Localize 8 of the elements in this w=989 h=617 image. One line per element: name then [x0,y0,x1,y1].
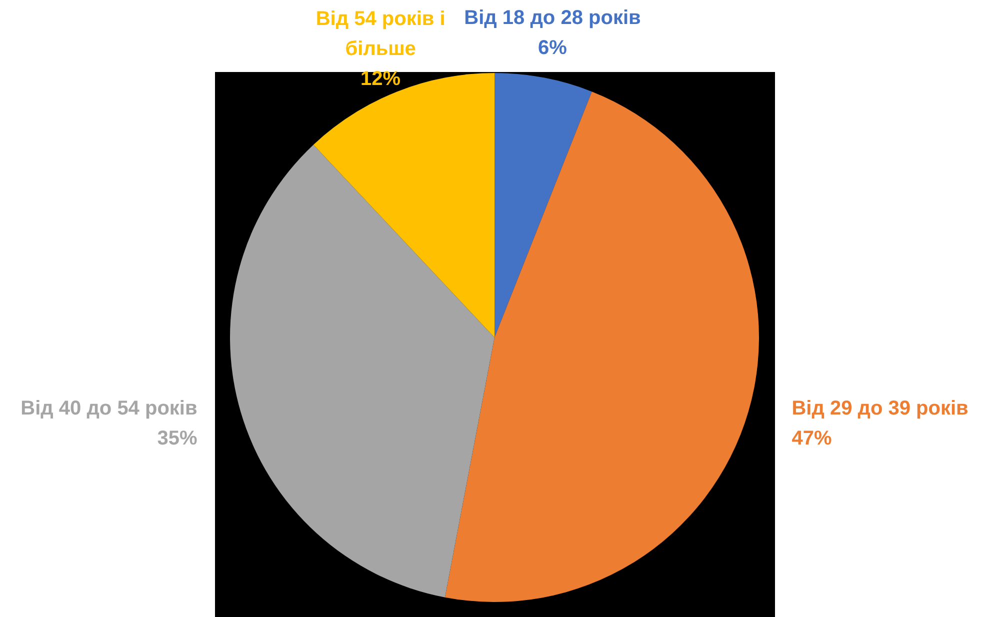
slice-label: Від 54 років і більше [316,8,446,60]
data-label: 12% [360,68,401,90]
data-label: 35% [157,427,198,450]
slice-label: Від 29 до 39 років [792,397,968,420]
slice-label: Від 18 до 28 років [464,7,641,29]
data-label: 47% [792,427,832,450]
data-label: 6% [538,37,568,59]
slice-label: Від 40 до 54 років [20,397,198,420]
